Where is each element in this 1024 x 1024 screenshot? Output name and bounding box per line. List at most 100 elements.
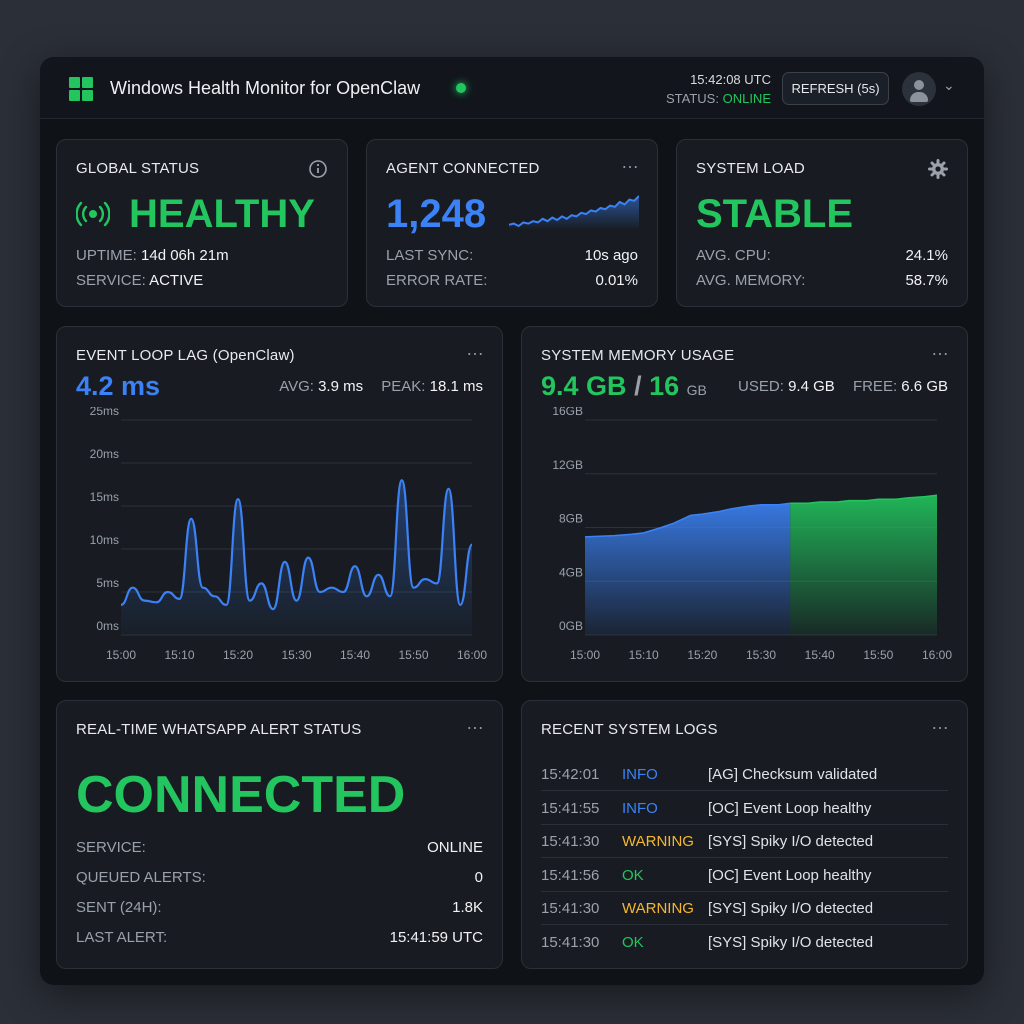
lag-line	[120, 479, 474, 611]
live-indicator-icon	[456, 83, 466, 93]
y-tick-label: 20ms	[90, 447, 119, 461]
last-sync-row: LAST SYNC: 10s ago	[386, 247, 638, 264]
memory-usage-card: SYSTEM MEMORY USAGE … 9.4 GB / 16 GB USE…	[521, 326, 968, 682]
service-row: SERVICE: ACTIVE	[76, 272, 203, 289]
card-title: EVENT LOOP LAG (OpenClaw)	[76, 347, 295, 364]
log-time: 15:41:56	[541, 866, 600, 884]
log-message: [OC] Event Loop healthy	[708, 866, 872, 884]
connection-status: STATUS: ONLINE	[640, 91, 771, 106]
sparkline-area	[509, 196, 639, 230]
windows-logo-icon	[69, 77, 93, 101]
log-message: [AG] Checksum validated	[708, 766, 878, 783]
memory-area-green	[790, 495, 937, 635]
log-time: 15:41:30	[541, 900, 600, 917]
y-tick-label: 16GB	[552, 407, 583, 418]
x-tick-label: 15:30	[281, 648, 311, 662]
log-message: [SYS] Spiky I/O detected	[708, 900, 874, 917]
agent-connected-card: AGENT CONNECTED … 1,248 LAST SYNC: 10s a…	[366, 139, 658, 307]
last-sync-label: LAST SYNC:	[386, 247, 474, 264]
y-tick-label: 15ms	[90, 490, 119, 504]
log-level: WARNING	[622, 900, 694, 917]
uptime-row: UPTIME: 14d 06h 21m	[76, 247, 229, 264]
x-tick-label: 15:30	[746, 648, 776, 662]
stat-value: 1.8K	[452, 899, 483, 916]
global-status-value: HEALTHY	[129, 192, 315, 236]
log-time: 15:41:55	[541, 799, 600, 817]
x-tick-label: 16:00	[457, 648, 487, 662]
x-tick-label: 15:50	[863, 648, 893, 662]
current-time: 15:42:08 UTC	[690, 72, 771, 87]
memory-area-blue-edge	[584, 502, 791, 538]
y-tick-label: 0ms	[96, 619, 119, 633]
event-loop-chart: 0ms 5ms 10ms 15ms 20ms 25ms 15:00 15:10 15:20 15:…	[90, 407, 488, 662]
free-value: 6.6 GB	[901, 378, 948, 395]
system-logs-card: RECENT SYSTEM LOGS … 15:42:01 INFO [AG] Ch…	[521, 700, 968, 969]
peak-label: PEAK:	[381, 378, 426, 395]
stat-value: ONLINE	[427, 839, 483, 856]
x-tick-label: 16:00	[922, 648, 952, 662]
error-rate-value: 0.01%	[595, 272, 638, 289]
memory-slash: /	[634, 371, 642, 401]
log-level: INFO	[622, 799, 658, 817]
y-tick-label: 5ms	[96, 576, 119, 590]
log-entry[interactable]: 15:41:56 OK [OC] Event Loop healthy	[541, 859, 948, 892]
status-label: STATUS:	[666, 91, 719, 106]
event-loop-card: EVENT LOOP LAG (OpenClaw) … 4.2 ms AVG: …	[56, 326, 503, 682]
more-options-icon[interactable]: …	[621, 152, 640, 172]
more-options-icon[interactable]: …	[931, 713, 950, 733]
avg-value: 3.9 ms	[318, 378, 364, 395]
more-options-icon[interactable]: …	[931, 339, 950, 359]
stat-value: 15:41:59 UTC	[389, 929, 483, 946]
card-title: REAL-TIME WHATSAPP ALERT STATUS	[76, 721, 362, 738]
log-entry[interactable]: 15:41:30 WARNING [SYS] Spiky I/O detected	[541, 825, 948, 858]
whatsapp-status-value: CONNECTED	[76, 766, 406, 824]
x-tick-label: 15:20	[687, 648, 717, 662]
x-tick-label: 15:10	[164, 648, 194, 662]
log-entry[interactable]: 15:41:30 OK [SYS] Spiky I/O detected	[541, 926, 948, 959]
memory-used-big: 9.4 GB	[541, 371, 627, 401]
service-value: ACTIVE	[149, 272, 204, 289]
card-title: GLOBAL STATUS	[76, 160, 200, 177]
y-tick-label: 8GB	[559, 512, 583, 526]
more-options-icon[interactable]: …	[466, 339, 485, 359]
info-icon[interactable]	[308, 159, 328, 179]
memory-chart: 0GB 4GB 8GB 12GB 16GB 15:00 15:10 15:20 15:30 15:…	[552, 407, 952, 662]
memory-headline: 9.4 GB / 16 GB	[541, 371, 707, 402]
peak-value: 18.1 ms	[429, 378, 483, 395]
y-tick-label: 12GB	[552, 458, 583, 472]
log-message: [SYS] Spiky I/O detected	[708, 933, 874, 951]
card-title: SYSTEM MEMORY USAGE	[541, 347, 735, 364]
cpu-row: AVG. CPU: 24.1%	[696, 247, 948, 264]
log-level: OK	[622, 866, 644, 884]
memory-row: AVG. MEMORY: 58.7%	[696, 272, 948, 289]
card-title: SYSTEM LOAD	[696, 160, 805, 177]
log-entry[interactable]: 15:41:30 WARNING [SYS] Spiky I/O detected	[541, 892, 948, 925]
more-options-icon[interactable]: …	[466, 713, 485, 733]
log-level: WARNING	[622, 833, 694, 850]
refresh-button[interactable]: REFRESH (5s)	[782, 72, 889, 105]
stat-label: SERVICE:	[76, 839, 146, 856]
free-label: FREE:	[852, 378, 898, 395]
log-level: INFO	[622, 766, 658, 783]
memory-total-big: 16	[649, 371, 680, 401]
memory-stats: USED: 9.4 GB FREE: 6.6 GB	[738, 378, 948, 395]
x-tick-label: 15:00	[106, 648, 136, 662]
avatar-icon[interactable]	[902, 72, 936, 106]
log-entry[interactable]: 15:42:01 INFO [AG] Checksum validated	[541, 758, 948, 791]
broadcast-icon	[76, 201, 110, 227]
uptime-value: 14d 06h 21m	[141, 247, 229, 264]
lag-stats: AVG: 3.9 ms PEAK: 18.1 ms	[279, 378, 483, 395]
log-entry[interactable]: 15:41:55 INFO [OC] Event Loop healthy	[541, 792, 948, 825]
current-lag: 4.2 ms	[76, 371, 161, 401]
gear-icon[interactable]	[928, 159, 948, 179]
system-load-value: STABLE	[696, 192, 854, 236]
memory-value: 58.7%	[905, 272, 948, 289]
log-message: [OC] Event Loop healthy	[708, 799, 872, 817]
chevron-down-icon[interactable]: ⌄	[943, 77, 955, 93]
app-title: Windows Health Monitor for OpenClaw	[110, 78, 421, 98]
whatsapp-stat-row: QUEUED ALERTS: 0	[76, 869, 483, 886]
x-tick-label: 15:40	[340, 648, 370, 662]
sparkline-line	[509, 195, 639, 228]
whatsapp-stat-row: SERVICE: ONLINE	[76, 839, 483, 856]
stat-label: QUEUED ALERTS:	[76, 869, 206, 886]
